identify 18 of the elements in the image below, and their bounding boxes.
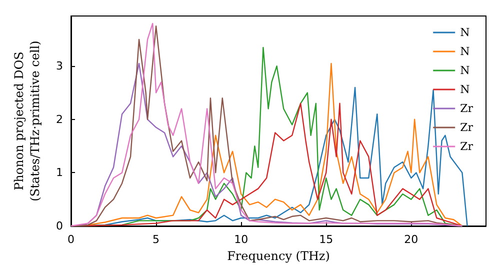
legend-label: N xyxy=(460,45,470,58)
y-tick-label: 0 xyxy=(56,220,63,232)
x-tick-label: 10 xyxy=(234,233,248,246)
legend-label: Zr xyxy=(460,102,474,115)
x-tick-label: 15 xyxy=(319,233,334,246)
x-tick-label: 0 xyxy=(68,233,74,246)
legend-label: N xyxy=(460,83,470,96)
legend-label: N xyxy=(460,26,470,39)
legend-label: N xyxy=(460,64,470,77)
x-axis-title: Frequency (THz) xyxy=(227,248,330,263)
y-tick-label: 3 xyxy=(56,60,63,73)
y-tick-label: 1 xyxy=(56,166,63,180)
y-axis-title: Phonon projected DOS (States/THz·primitive cell) xyxy=(12,40,42,202)
x-tick-label: 20 xyxy=(404,233,418,246)
y-tick-label: 2 xyxy=(56,112,63,126)
legend-label: Zr xyxy=(460,121,474,134)
legend-label: Zr xyxy=(460,140,474,153)
x-tick-label: 5 xyxy=(152,233,160,246)
